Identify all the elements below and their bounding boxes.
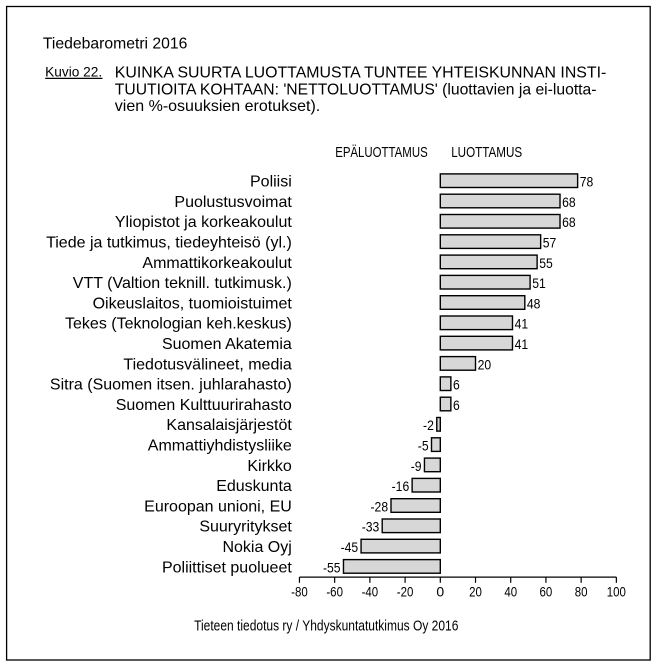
svg-text:-45: -45: [341, 539, 359, 555]
svg-text:Kuvio 22.: Kuvio 22.: [45, 65, 102, 80]
svg-text:Suomen Kulttuurirahasto: Suomen Kulttuurirahasto: [116, 397, 292, 414]
svg-text:20: 20: [469, 584, 482, 600]
svg-text:0: 0: [436, 584, 444, 600]
svg-text:57: 57: [543, 235, 557, 251]
svg-text:Tieteen tiedotus ry / Yhdyskun: Tieteen tiedotus ry / Yhdyskuntatutkimus…: [194, 617, 458, 634]
svg-text:EPÄLUOTTAMUS: EPÄLUOTTAMUS: [335, 144, 428, 161]
svg-text:51: 51: [532, 275, 546, 291]
svg-text:6: 6: [453, 377, 460, 393]
svg-text:Oikeuslaitos, tuomioistuimet: Oikeuslaitos, tuomioistuimet: [93, 295, 293, 312]
svg-text:Kansalaisjärjestöt: Kansalaisjärjestöt: [166, 417, 292, 434]
svg-text:41: 41: [515, 316, 529, 332]
svg-text:80: 80: [575, 584, 588, 600]
svg-text:Sitra (Suomen itsen. juhlaraha: Sitra (Suomen itsen. juhlarahasto): [50, 377, 292, 394]
svg-text:78: 78: [580, 174, 594, 190]
svg-text:55: 55: [539, 255, 553, 271]
svg-text:Euroopan unioni, EU: Euroopan unioni, EU: [144, 498, 292, 515]
svg-text:vien %-osuuksien erotukset).: vien %-osuuksien erotukset).: [115, 98, 320, 115]
svg-text:40: 40: [504, 584, 517, 600]
svg-text:Suomen Akatemia: Suomen Akatemia: [162, 336, 292, 353]
svg-text:Tiedebarometri 2016: Tiedebarometri 2016: [43, 36, 188, 53]
svg-text:68: 68: [562, 214, 576, 230]
svg-text:Tiedotusvälineet, media: Tiedotusvälineet, media: [123, 356, 291, 373]
svg-text:-40: -40: [362, 584, 379, 600]
svg-text:Tekes (Teknologian keh.keskus): Tekes (Teknologian keh.keskus): [65, 316, 292, 333]
svg-text:-60: -60: [326, 584, 343, 600]
svg-text:Ammattikorkeakoulut: Ammattikorkeakoulut: [142, 255, 292, 272]
svg-text:Puolustusvoimat: Puolustusvoimat: [174, 194, 292, 211]
svg-text:Nokia Oyj: Nokia Oyj: [222, 539, 291, 556]
svg-text:Eduskunta: Eduskunta: [216, 478, 292, 495]
svg-text:-80: -80: [291, 584, 308, 600]
svg-text:-20: -20: [397, 584, 414, 600]
svg-text:Tiede ja tutkimus, tiedeyhteis: Tiede ja tutkimus, tiedeyhteisö (yl.): [46, 235, 292, 252]
svg-text:-33: -33: [362, 519, 380, 535]
svg-text:-2: -2: [423, 417, 434, 433]
svg-text:48: 48: [527, 295, 541, 311]
svg-text:Kirkko: Kirkko: [247, 458, 292, 475]
svg-text:-16: -16: [392, 478, 410, 494]
svg-text:Ammattiyhdistysliike: Ammattiyhdistysliike: [148, 438, 292, 455]
svg-text:60: 60: [540, 584, 553, 600]
svg-text:68: 68: [562, 194, 576, 210]
svg-text:Poliisi: Poliisi: [250, 174, 292, 191]
svg-text:-28: -28: [371, 498, 389, 514]
svg-text:-9: -9: [411, 458, 422, 474]
svg-text:KUINKA SUURTA LUOTTAMUSTA TUNT: KUINKA SUURTA LUOTTAMUSTA TUNTEE YHTEISK…: [115, 65, 607, 82]
svg-text:41: 41: [515, 336, 529, 352]
svg-text:LUOTTAMUS: LUOTTAMUS: [451, 144, 522, 161]
svg-text:100: 100: [607, 584, 626, 600]
svg-text:Yliopistot ja korkeakoulut: Yliopistot ja korkeakoulut: [115, 214, 293, 231]
svg-text:Poliittiset puolueet: Poliittiset puolueet: [162, 559, 292, 576]
svg-text:-5: -5: [418, 438, 429, 454]
svg-text:Suuryritykset: Suuryritykset: [199, 519, 292, 536]
svg-text:6: 6: [453, 397, 460, 413]
svg-text:-55: -55: [323, 559, 341, 575]
svg-text:VTT (Valtion teknill. tutkimus: VTT (Valtion teknill. tutkimusk.): [73, 275, 292, 292]
svg-text:20: 20: [478, 356, 492, 372]
svg-text:TUUTIOITA KOHTAAN: 'NETTOLUOTT: TUUTIOITA KOHTAAN: 'NETTOLUOTTAMUS' (luo…: [115, 81, 597, 98]
